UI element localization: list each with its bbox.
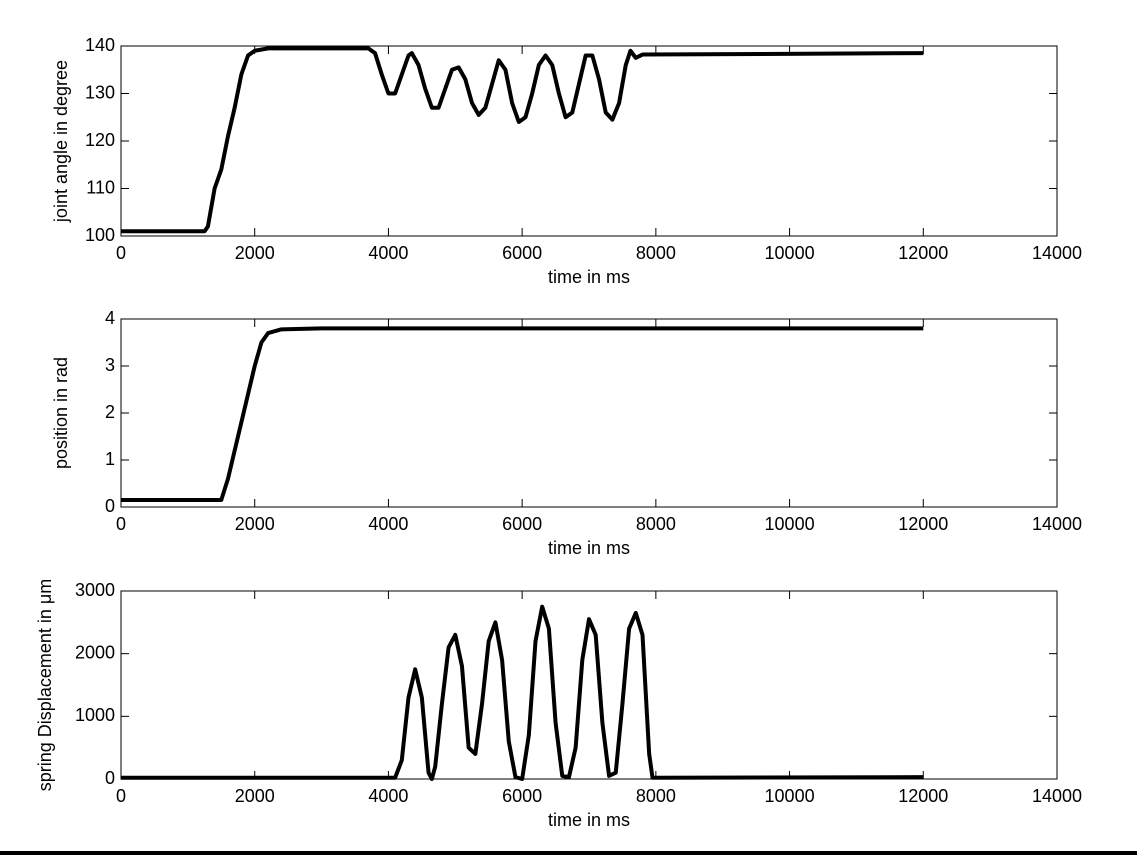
x-tick-label: 8000 bbox=[636, 514, 676, 534]
y-tick-label: 1 bbox=[105, 449, 115, 469]
y-tick-label: 0 bbox=[105, 768, 115, 788]
y-tick-label: 2 bbox=[105, 402, 115, 422]
y-tick-label: 1000 bbox=[75, 705, 115, 725]
x-tick-label: 12000 bbox=[898, 786, 948, 806]
x-tick-label: 12000 bbox=[898, 243, 948, 263]
x-tick-label: 6000 bbox=[502, 786, 542, 806]
x-tick-label: 10000 bbox=[765, 514, 815, 534]
y-tick-label: 0 bbox=[105, 496, 115, 516]
y-axis-label: spring Displacement in μm bbox=[35, 579, 55, 791]
x-tick-label: 8000 bbox=[636, 243, 676, 263]
x-tick-label: 2000 bbox=[235, 786, 275, 806]
x-tick-label: 0 bbox=[116, 514, 126, 534]
x-tick-label: 4000 bbox=[368, 243, 408, 263]
x-tick-label: 12000 bbox=[898, 514, 948, 534]
data-line bbox=[121, 46, 924, 234]
x-tick-label: 14000 bbox=[1032, 243, 1082, 263]
x-tick-label: 4000 bbox=[368, 514, 408, 534]
x-tick-label: 2000 bbox=[235, 243, 275, 263]
y-tick-label: 4 bbox=[105, 308, 115, 328]
x-tick-label: 8000 bbox=[636, 786, 676, 806]
x-axis-label: time in ms bbox=[548, 538, 630, 558]
plot-frame bbox=[120, 590, 1058, 780]
data-line bbox=[121, 326, 924, 502]
plot-frame bbox=[120, 45, 1058, 237]
x-tick-label: 10000 bbox=[765, 243, 815, 263]
data-line bbox=[121, 604, 924, 781]
x-tick-label: 0 bbox=[116, 786, 126, 806]
y-tick-label: 2000 bbox=[75, 642, 115, 662]
x-tick-label: 14000 bbox=[1032, 514, 1082, 534]
x-axis-label: time in ms bbox=[548, 267, 630, 287]
y-tick-label: 3000 bbox=[75, 580, 115, 600]
x-tick-label: 10000 bbox=[765, 786, 815, 806]
y-tick-label: 110 bbox=[86, 177, 115, 197]
y-tick-label: 120 bbox=[85, 130, 115, 150]
y-tick-label: 100 bbox=[85, 225, 115, 245]
x-tick-label: 6000 bbox=[502, 243, 542, 263]
y-axis-label: position in rad bbox=[51, 357, 71, 469]
y-tick-label: 3 bbox=[105, 355, 115, 375]
x-tick-label: 4000 bbox=[368, 786, 408, 806]
y-tick-label: 140 bbox=[85, 35, 115, 55]
y-tick-label: 130 bbox=[85, 82, 115, 102]
bottom-bar bbox=[0, 851, 1137, 855]
x-tick-label: 6000 bbox=[502, 514, 542, 534]
x-tick-label: 14000 bbox=[1032, 786, 1082, 806]
y-axis-label: joint angle in degree bbox=[51, 60, 71, 223]
x-tick-label: 2000 bbox=[235, 514, 275, 534]
x-axis-label: time in ms bbox=[548, 810, 630, 830]
x-tick-label: 0 bbox=[116, 243, 126, 263]
